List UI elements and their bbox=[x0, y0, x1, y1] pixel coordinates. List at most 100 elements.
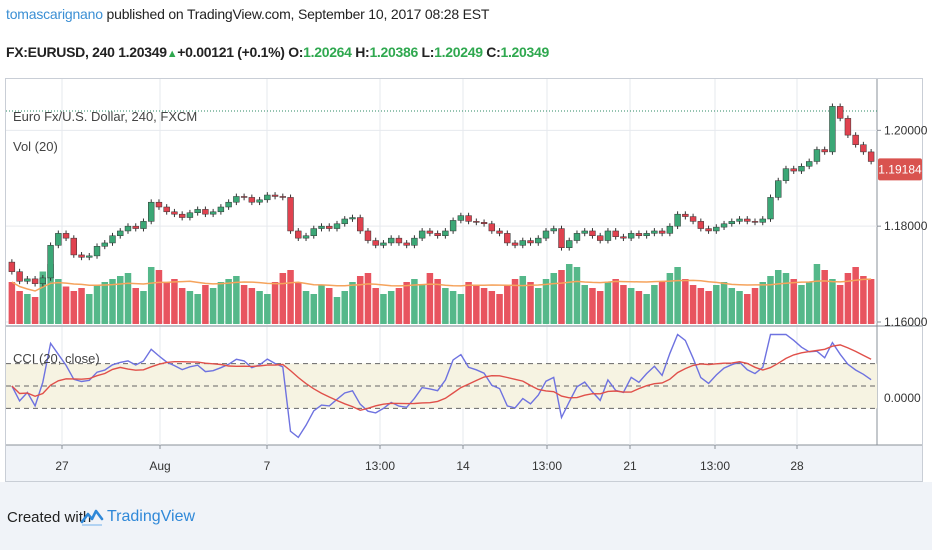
candle-body bbox=[852, 134, 859, 145]
candle-body bbox=[705, 228, 712, 232]
candle-body bbox=[480, 222, 488, 225]
volume-bar bbox=[836, 285, 844, 324]
volume-bar bbox=[457, 294, 465, 324]
candle-body bbox=[295, 230, 302, 239]
volume-bar bbox=[39, 271, 47, 324]
last-price-badge bbox=[878, 158, 922, 181]
candle-body bbox=[759, 218, 766, 223]
candle-body bbox=[550, 228, 557, 232]
volume-bar bbox=[581, 285, 588, 324]
candle-body bbox=[442, 230, 449, 236]
volume-bar bbox=[372, 288, 379, 324]
candle-body bbox=[372, 240, 379, 246]
candle-body bbox=[24, 278, 31, 282]
volume-bar bbox=[279, 273, 287, 324]
volume-bar bbox=[287, 270, 294, 324]
time-scale[interactable] bbox=[6, 445, 922, 481]
tradingview-logo-icon[interactable] bbox=[80, 505, 104, 529]
volume-bars bbox=[8, 264, 875, 324]
tradingview-brand[interactable]: TradingView bbox=[107, 508, 196, 525]
candle-body bbox=[829, 106, 836, 153]
volume-bar bbox=[867, 279, 875, 324]
volume-bar bbox=[178, 288, 186, 324]
volume-bar bbox=[666, 273, 674, 324]
volume-bar bbox=[504, 285, 511, 324]
volume-bar bbox=[658, 282, 666, 324]
volume-bar bbox=[326, 288, 333, 324]
volume-bar bbox=[705, 291, 712, 324]
volume-legend[interactable]: Vol (20) bbox=[13, 139, 58, 154]
volume-bar bbox=[101, 282, 109, 324]
candle-body bbox=[519, 240, 526, 246]
volume-bar bbox=[565, 264, 573, 324]
candle-body bbox=[326, 225, 333, 229]
volume-bar bbox=[651, 285, 658, 324]
volume-bar bbox=[124, 273, 132, 324]
candle-body bbox=[55, 233, 62, 246]
candle-body bbox=[488, 223, 496, 232]
last-price-value: 1.19184 bbox=[878, 162, 922, 176]
volume-bar bbox=[194, 294, 201, 324]
candle-body bbox=[333, 223, 341, 229]
candle-body bbox=[140, 221, 147, 229]
volume-bar bbox=[109, 279, 116, 324]
candle-body bbox=[302, 235, 310, 239]
volume-bar bbox=[248, 288, 256, 324]
candle-body bbox=[357, 217, 364, 232]
candle-body bbox=[426, 230, 434, 234]
volume-bar bbox=[70, 291, 78, 324]
volume-bar bbox=[465, 282, 472, 324]
volume-bar bbox=[434, 279, 441, 324]
candle-body bbox=[225, 201, 232, 208]
volume-bar bbox=[418, 285, 426, 324]
volume-bar bbox=[349, 282, 356, 324]
candle-body bbox=[651, 230, 658, 234]
candle-body bbox=[202, 209, 209, 215]
volume-bar bbox=[844, 273, 852, 324]
volume-bar bbox=[860, 276, 867, 324]
volume-bar bbox=[364, 273, 372, 324]
candle-body bbox=[233, 196, 240, 203]
price-tick-label: 1.16000 bbox=[884, 315, 928, 329]
candle-body bbox=[465, 215, 472, 222]
candle-body bbox=[8, 261, 16, 272]
volume-bar bbox=[511, 279, 519, 324]
candle-body bbox=[775, 180, 782, 198]
candle-body bbox=[117, 230, 124, 236]
volume-bar bbox=[697, 288, 705, 324]
open-label: O: bbox=[288, 44, 304, 60]
volume-bar bbox=[798, 285, 805, 324]
candle-body bbox=[643, 233, 650, 237]
main-legend[interactable]: Euro Fx/U.S. Dollar, 240, FXCM bbox=[13, 109, 197, 124]
candle-body bbox=[542, 230, 550, 239]
candle-body bbox=[604, 230, 612, 241]
volume-bar bbox=[341, 291, 348, 324]
candle-body bbox=[186, 212, 194, 218]
candle-body bbox=[666, 225, 674, 234]
candle-body bbox=[16, 271, 23, 282]
candle-body bbox=[674, 213, 681, 227]
volume-bar bbox=[256, 291, 263, 324]
volume-bar bbox=[333, 297, 341, 324]
candle-body bbox=[310, 228, 317, 236]
volume-bar bbox=[852, 267, 859, 324]
volume-bar bbox=[31, 297, 39, 324]
volume-bar bbox=[682, 279, 689, 324]
volume-bar bbox=[264, 294, 271, 324]
symbol-price: FX:EURUSD, 240 1.20349 bbox=[6, 44, 167, 60]
candle-body bbox=[240, 196, 248, 198]
volume-bar bbox=[140, 291, 147, 324]
candle-body bbox=[264, 194, 271, 201]
volume-bar bbox=[813, 264, 821, 324]
price-scale[interactable] bbox=[877, 79, 922, 445]
cci-legend[interactable]: CCI (20, close) bbox=[13, 351, 100, 366]
author-link[interactable]: tomascarignano bbox=[6, 6, 103, 22]
volume-bar bbox=[449, 291, 457, 324]
candle-body bbox=[287, 197, 294, 232]
candle-body bbox=[767, 197, 774, 220]
volume-bar bbox=[403, 282, 410, 324]
candle-body bbox=[573, 233, 581, 241]
volume-bar bbox=[225, 279, 232, 324]
candle-body bbox=[124, 225, 132, 232]
